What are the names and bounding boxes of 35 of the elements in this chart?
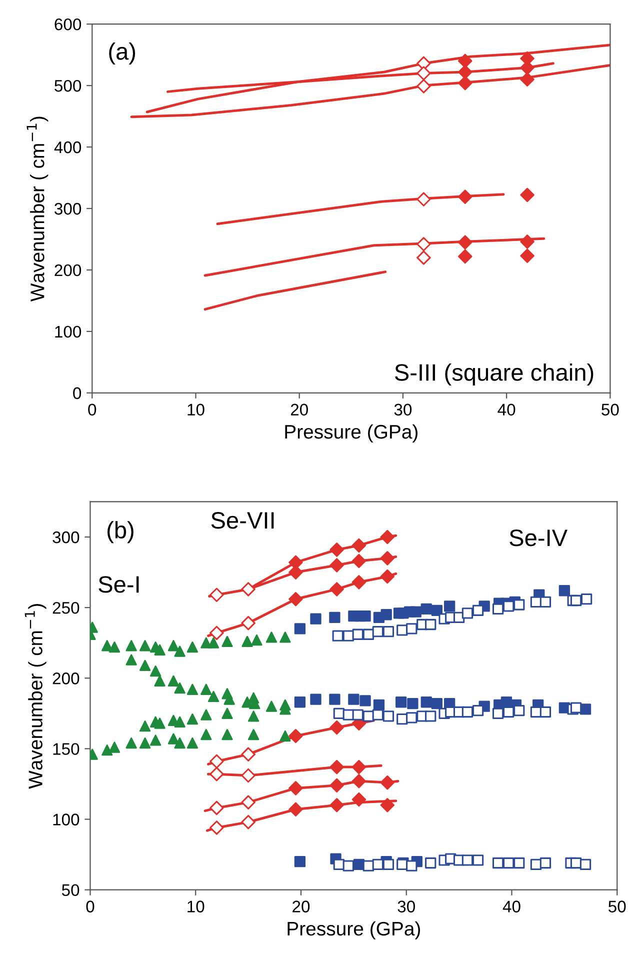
x-tick-label: 40 [498,404,516,416]
y-tick-label: 50 [62,884,80,896]
x-tick-label: 40 [502,900,520,912]
x-axis-title: Pressure (GPa) [285,424,418,443]
y-tick-label: 500 [54,80,82,92]
y-tick-label: 100 [53,814,80,826]
y-tick-label: 300 [52,531,80,544]
annotation: S-III (square chain) [394,364,594,386]
y-tick-label: 150 [53,743,80,755]
x-tick-label: 0 [86,900,94,912]
annotation: (a) [109,42,136,65]
x-tick-label: 20 [292,900,310,912]
y-tick-label: 250 [52,602,80,614]
x-tick-label: 50 [608,900,626,912]
annotation: Se-IV [510,530,568,546]
x-tick-label: 30 [398,900,415,912]
y-tick-label: 100 [55,326,82,338]
y-axis-title: Wavenumber ( cm$^{−1}$) [24,604,46,789]
x-tick-label: 10 [188,900,204,912]
y-tick-label: 600 [54,18,82,30]
y-tick-label: 300 [54,202,82,215]
x-tick-label: 0 [88,404,96,416]
x-tick-label: 10 [188,404,204,416]
y-tick-label: 0 [73,387,82,400]
annotation: Se-I [98,576,139,593]
y-tick-label: 400 [54,141,82,154]
y-tick-label: 200 [52,672,80,684]
x-tick-label: 30 [394,404,412,416]
x-tick-label: 50 [602,404,619,416]
x-axis-title: Pressure (GPa) [288,921,420,940]
y-axis-title: Wavenumber ( cm$^{−1}$) [26,116,48,302]
annotation: Se-VII [211,512,274,529]
y-tick-label: 200 [54,264,82,276]
annotation: (b) [108,521,134,544]
x-tick-label: 20 [290,404,308,416]
